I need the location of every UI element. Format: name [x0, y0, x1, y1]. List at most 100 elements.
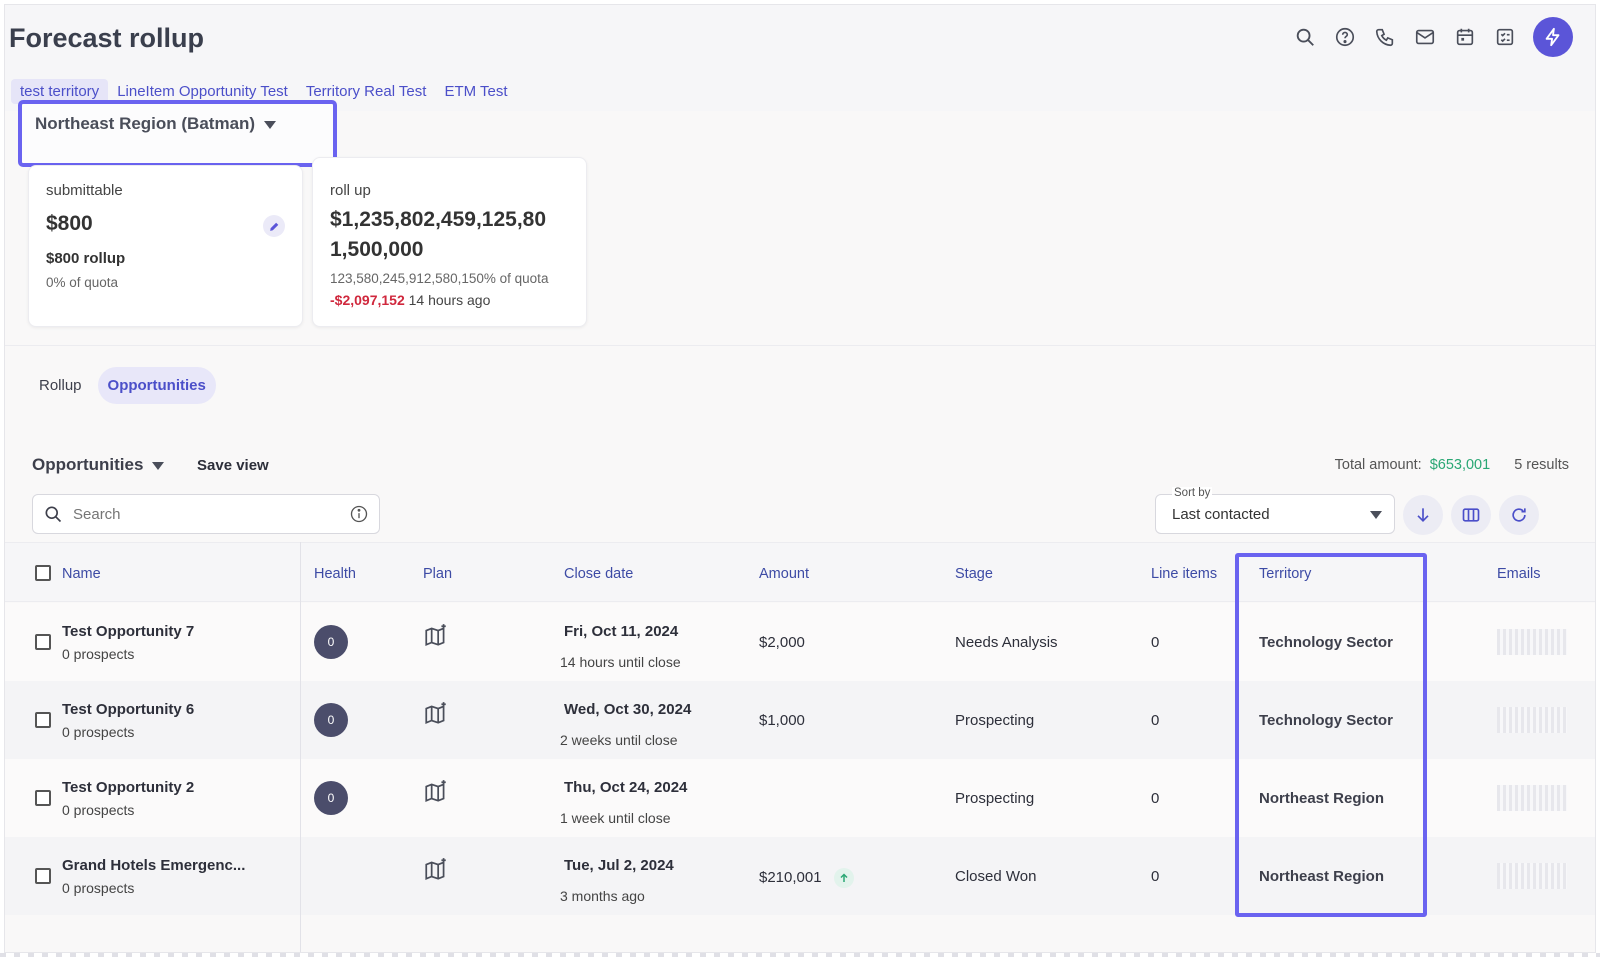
emails-placeholder	[1497, 707, 1567, 733]
amount-cell: $210,001	[759, 868, 854, 888]
tab-test-territory[interactable]: test territory	[11, 79, 109, 104]
row-checkbox[interactable]	[35, 634, 51, 650]
arrow-up-icon	[833, 868, 854, 888]
view-dropdown[interactable]: Opportunities	[32, 455, 165, 475]
search-box	[32, 494, 380, 534]
column-header-amount[interactable]: Amount	[759, 566, 809, 582]
header: Forecast rollup	[5, 5, 1595, 111]
search-input[interactable]	[73, 505, 323, 523]
table-row[interactable]: Test Opportunity 2 0 prospects 0 Thu, Oc…	[5, 759, 1595, 837]
table-row[interactable]: Test Opportunity 6 0 prospects 0 Wed, Oc…	[5, 681, 1595, 759]
view-tabs: Rollup Opportunities	[29, 367, 222, 404]
line-items: 0	[1151, 868, 1160, 885]
submittable-card: submittable $800 $800 rollup 0% of quota	[28, 165, 303, 327]
row-checkbox[interactable]	[35, 868, 51, 884]
prospects-count: 0 prospects	[62, 724, 135, 740]
close-relative: 2 weeks until close	[560, 732, 678, 748]
amount: $2,000	[759, 634, 805, 651]
bolt-icon[interactable]	[1533, 17, 1573, 57]
line-items: 0	[1151, 712, 1160, 729]
territory: Technology Sector	[1259, 634, 1393, 651]
column-header-territory[interactable]: Territory	[1259, 566, 1312, 582]
edit-pencil-icon[interactable]	[263, 215, 285, 237]
column-header-plan[interactable]: Plan	[423, 566, 453, 582]
close-date: Fri, Oct 11, 2024	[564, 623, 679, 640]
territory-tabs: test territory LineItem Opportunity Test…	[11, 79, 517, 104]
prospects-count: 0 prospects	[62, 880, 135, 896]
close-relative: 14 hours until close	[560, 654, 681, 670]
opportunity-name[interactable]: Test Opportunity 7	[62, 623, 195, 640]
sort-by-value: Last contacted	[1172, 506, 1270, 523]
table-header: Name Health Plan Close date Amount Stage…	[5, 542, 1595, 602]
prospects-count: 0 prospects	[62, 646, 135, 662]
opportunity-name[interactable]: Test Opportunity 6	[62, 701, 195, 718]
health-badge[interactable]: 0	[314, 625, 348, 659]
card-rollup: $800 rollup	[46, 250, 126, 267]
emails-placeholder	[1497, 785, 1567, 811]
column-header-health[interactable]: Health	[314, 566, 356, 582]
column-header-stage[interactable]: Stage	[955, 566, 993, 582]
search-icon[interactable]	[1285, 17, 1325, 57]
sort-direction-button[interactable]	[1403, 495, 1443, 535]
card-value-line2: 1,500,000	[330, 238, 424, 261]
column-header-emails[interactable]: Emails	[1497, 566, 1541, 582]
line-items: 0	[1151, 634, 1160, 651]
column-header-name[interactable]: Name	[62, 566, 101, 582]
help-icon[interactable]	[1325, 17, 1365, 57]
prospects-count: 0 prospects	[62, 802, 135, 818]
plan-map-icon[interactable]	[423, 623, 449, 649]
region-selector[interactable]: Northeast Region (Batman)	[18, 100, 337, 167]
opportunity-name[interactable]: Test Opportunity 2	[62, 779, 195, 796]
plan-map-icon[interactable]	[423, 701, 449, 727]
row-checkbox[interactable]	[35, 790, 51, 806]
close-date: Tue, Jul 2, 2024	[564, 857, 674, 874]
name-column-divider	[300, 542, 301, 952]
columns-button[interactable]	[1451, 495, 1491, 535]
close-date: Thu, Oct 24, 2024	[564, 779, 688, 796]
save-view-button[interactable]: Save view	[197, 457, 269, 474]
card-label: roll up	[330, 182, 371, 199]
top-toolbar	[1285, 17, 1573, 57]
arrow-down-icon	[1417, 508, 1429, 523]
sort-by-select[interactable]: Sort by Last contacted	[1155, 487, 1395, 534]
table-row[interactable]: Grand Hotels Emergenc... 0 prospects Tue…	[5, 837, 1595, 915]
card-value: $800	[46, 212, 93, 235]
stage: Closed Won	[955, 868, 1037, 885]
row-checkbox[interactable]	[35, 712, 51, 728]
region-selector-label: Northeast Region (Batman)	[35, 114, 256, 133]
mail-icon[interactable]	[1405, 17, 1445, 57]
health-badge[interactable]: 0	[314, 781, 348, 815]
tab-opportunities[interactable]: Opportunities	[97, 367, 216, 404]
close-date: Wed, Oct 30, 2024	[564, 701, 692, 718]
card-value-line1: $1,235,802,459,125,80	[330, 208, 547, 231]
table-row[interactable]: Test Opportunity 7 0 prospects 0 Fri, Oc…	[5, 603, 1595, 681]
total-amount: $653,001	[1429, 457, 1491, 473]
card-change: -$2,097,152	[330, 292, 405, 308]
emails-placeholder	[1497, 863, 1567, 889]
phone-icon[interactable]	[1365, 17, 1405, 57]
rollup-card: roll up $1,235,802,459,125,80 1,500,000 …	[312, 157, 587, 327]
column-header-close-date[interactable]: Close date	[564, 566, 634, 582]
column-header-line-items[interactable]: Line items	[1151, 566, 1218, 582]
stage: Needs Analysis	[955, 634, 1058, 651]
section-divider	[5, 345, 1595, 346]
select-all-checkbox[interactable]	[35, 565, 51, 581]
stage: Prospecting	[955, 790, 1035, 807]
card-time: 14 hours ago	[408, 292, 491, 308]
info-icon[interactable]	[349, 504, 369, 524]
opportunity-name[interactable]: Grand Hotels Emergenc...	[62, 857, 246, 874]
tab-rollup[interactable]: Rollup	[39, 377, 82, 394]
caret-down-icon	[1370, 511, 1382, 519]
plan-map-icon[interactable]	[423, 779, 449, 805]
tasks-icon[interactable]	[1485, 17, 1525, 57]
page-title: Forecast rollup	[9, 23, 205, 53]
calendar-icon[interactable]	[1445, 17, 1485, 57]
plan-map-icon[interactable]	[423, 857, 449, 883]
results-count: 5 results	[1514, 457, 1569, 473]
tab-etm-test[interactable]: ETM Test	[444, 83, 508, 100]
tab-lineitem-opportunity-test[interactable]: LineItem Opportunity Test	[117, 83, 288, 100]
close-relative: 3 months ago	[560, 888, 645, 904]
refresh-button[interactable]	[1499, 495, 1539, 535]
tab-territory-real-test[interactable]: Territory Real Test	[305, 83, 427, 100]
health-badge[interactable]: 0	[314, 703, 348, 737]
